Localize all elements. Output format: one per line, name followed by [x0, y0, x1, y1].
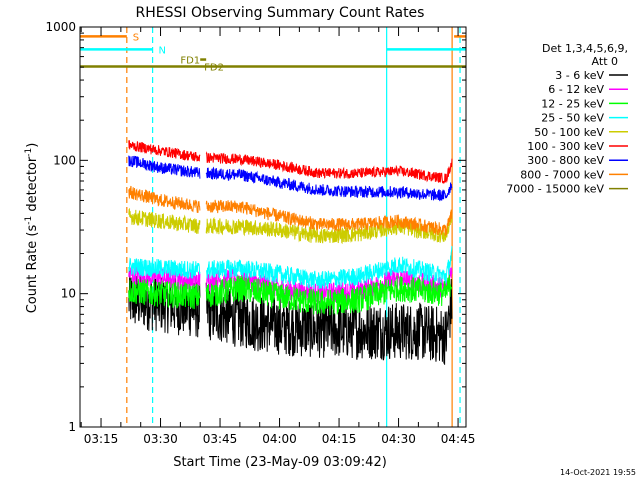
- legend-entry-label: 800 - 7000 keV: [520, 168, 604, 181]
- y-axis-label-sup2: -1: [24, 148, 34, 157]
- x-tick-label: 03:15: [84, 432, 119, 446]
- legend-entry-label: 7000 - 15000 keV: [506, 183, 604, 196]
- legend-header-detectors: Det 1,3,4,5,6,9,: [542, 42, 628, 55]
- x-tick-label: 04:45: [441, 432, 476, 446]
- x-tick-label: 03:30: [143, 432, 178, 446]
- series-line: [128, 140, 453, 185]
- y-axis-label-mid: detector: [25, 156, 40, 216]
- y-axis-label-end: ): [25, 143, 40, 148]
- legend-entry-label: 6 - 12 keV: [548, 83, 604, 96]
- x-tick-label: 04:00: [262, 432, 297, 446]
- y-tick-label: 1: [68, 420, 76, 434]
- chart-title: RHESSI Observing Summary Count Rates: [136, 5, 425, 21]
- y-tick-label: 100: [53, 153, 76, 167]
- flag-label: FD1: [180, 56, 200, 67]
- flag-label: S: [133, 32, 139, 43]
- legend-entry-label: 12 - 25 keV: [541, 97, 604, 110]
- series-line: [128, 185, 453, 237]
- y-tick-label: 10: [61, 287, 76, 301]
- y-axis-label-main: Count Rate (s: [25, 225, 40, 314]
- legend-entry-label: 100 - 300 keV: [527, 140, 604, 153]
- legend-entry-label: 25 - 50 keV: [541, 112, 604, 125]
- plot-area: S N FD1 FD2: [80, 27, 466, 427]
- legend-header-attenuator: Att 0: [592, 55, 618, 68]
- series-line: [128, 246, 453, 289]
- legend-entry-label: 3 - 6 keV: [555, 69, 604, 82]
- x-tick-label: 04:15: [322, 432, 357, 446]
- flag-label: N: [159, 45, 166, 56]
- x-axis-label: Start Time (23-May-09 03:09:42): [173, 455, 387, 470]
- y-tick-label: 1000: [45, 20, 76, 34]
- series-line: [128, 155, 453, 202]
- y-axis-label: Count Rate (s-1 detector-1): [24, 143, 40, 314]
- x-axis: 03:15 03:30 03:45 04:00 04:15 04:30 04:45: [80, 27, 476, 446]
- x-tick-label: 04:30: [381, 432, 416, 446]
- legend-entry-label: 300 - 800 keV: [527, 154, 604, 167]
- legend-entry-label: 50 - 100 keV: [534, 126, 604, 139]
- footer-timestamp: 14-Oct-2021 19:55: [560, 468, 636, 477]
- y-axis-label-sup1: -1: [24, 216, 34, 225]
- y-axis: 1 10 100 1000: [45, 20, 466, 434]
- flag-label: FD2: [204, 63, 224, 74]
- plot-frame: [79, 26, 467, 428]
- x-tick-label: 03:45: [203, 432, 238, 446]
